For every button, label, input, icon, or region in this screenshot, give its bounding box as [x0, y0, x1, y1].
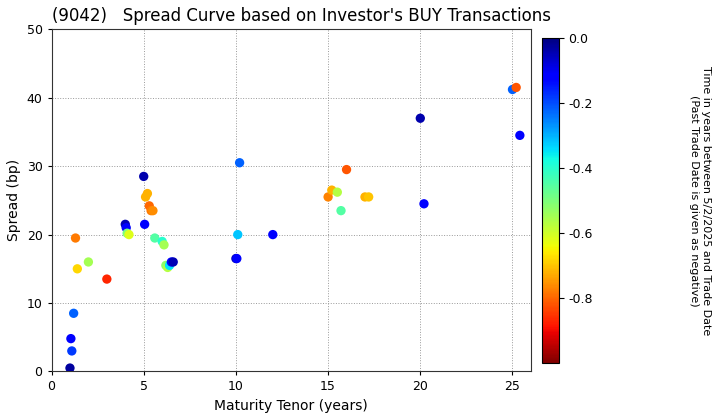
Point	[234, 159, 246, 166]
Point	[143, 202, 155, 209]
Point	[149, 235, 161, 242]
Point	[232, 231, 243, 238]
Point	[166, 259, 177, 265]
Point	[267, 231, 279, 238]
Point	[71, 265, 83, 272]
Point	[138, 173, 150, 180]
X-axis label: Maturity Tenor (years): Maturity Tenor (years)	[215, 399, 368, 413]
Point	[66, 348, 78, 354]
Point	[363, 194, 374, 200]
Point	[341, 166, 352, 173]
Point	[142, 190, 153, 197]
Point	[359, 194, 371, 200]
Point	[156, 238, 168, 245]
Point	[139, 221, 150, 228]
Point	[332, 189, 343, 196]
Point	[326, 187, 338, 194]
Point	[120, 221, 131, 228]
Point	[163, 262, 175, 269]
Point	[83, 259, 94, 265]
Point	[418, 200, 430, 207]
Point	[64, 365, 76, 371]
Point	[160, 262, 171, 269]
Point	[507, 86, 518, 93]
Point	[145, 207, 157, 214]
Point	[65, 335, 76, 342]
Point	[158, 241, 170, 248]
Point	[168, 259, 179, 265]
Text: (9042)   Spread Curve based on Investor's BUY Transactions: (9042) Spread Curve based on Investor's …	[52, 7, 551, 25]
Point	[101, 276, 112, 282]
Y-axis label: Spread (bp): Spread (bp)	[7, 159, 21, 242]
Point	[147, 207, 158, 214]
Y-axis label: Time in years between 5/2/2025 and Trade Date
(Past Trade Date is given as negat: Time in years between 5/2/2025 and Trade…	[690, 66, 711, 335]
Point	[323, 194, 334, 200]
Point	[336, 207, 347, 214]
Point	[70, 235, 81, 242]
Point	[231, 255, 243, 262]
Point	[230, 255, 242, 262]
Point	[514, 132, 526, 139]
Point	[510, 84, 522, 91]
Point	[120, 224, 132, 231]
Point	[162, 264, 174, 271]
Point	[123, 231, 135, 238]
Point	[415, 115, 426, 122]
Point	[68, 310, 79, 317]
Point	[140, 194, 151, 200]
Point	[122, 230, 133, 236]
